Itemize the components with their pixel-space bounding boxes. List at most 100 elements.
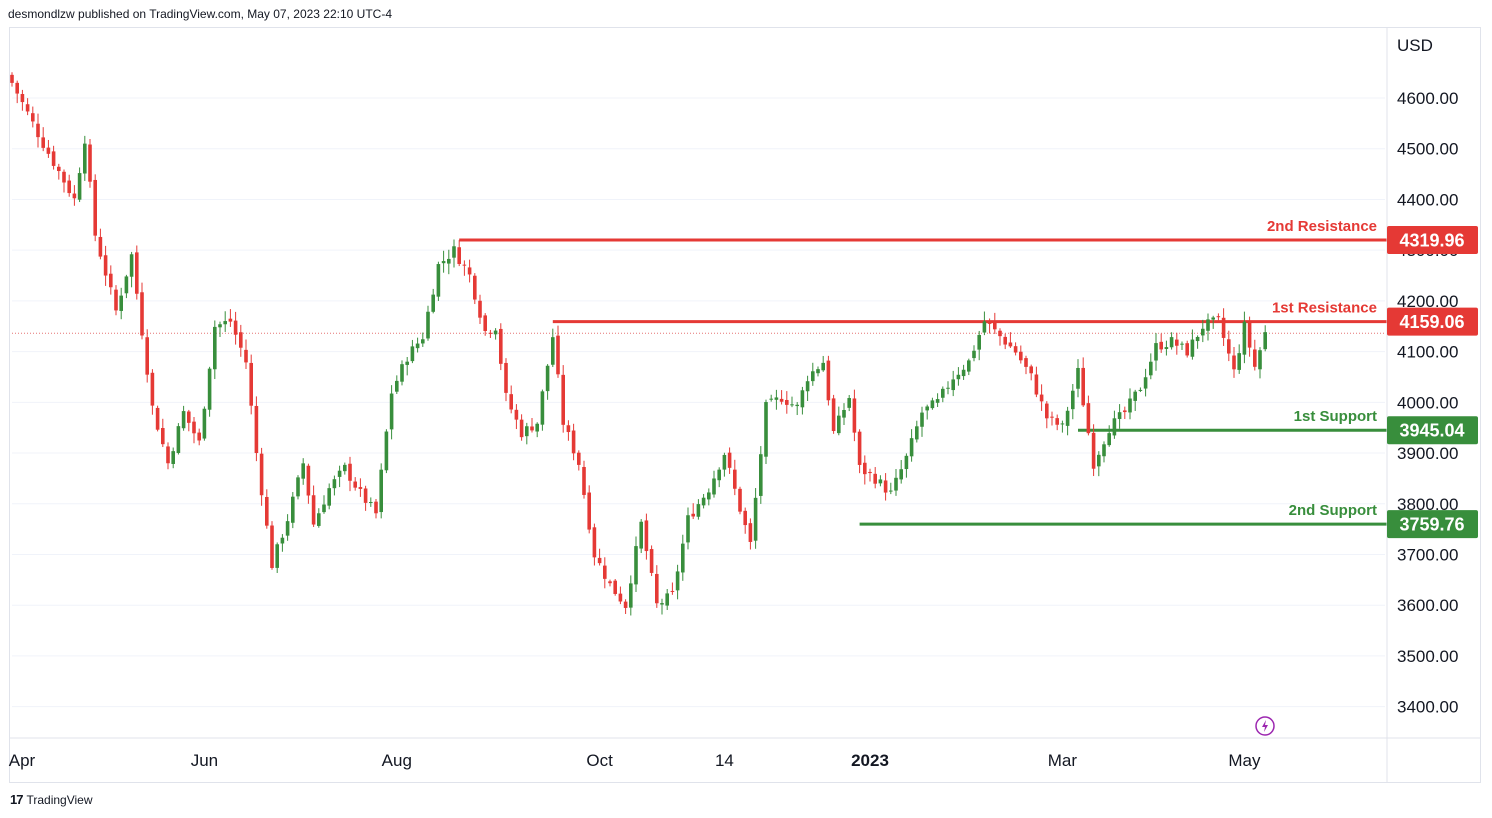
candle: [77, 167, 82, 203]
candle: [431, 288, 435, 314]
candle: [909, 429, 914, 462]
candle: [889, 482, 893, 495]
candle: [800, 386, 805, 415]
candle: [400, 360, 404, 386]
candle-body: [525, 426, 529, 437]
level-label: 2nd Resistance: [1267, 218, 1377, 235]
candle-body: [98, 236, 103, 257]
candle: [301, 458, 305, 485]
candle-body: [36, 123, 40, 138]
candle: [738, 486, 742, 515]
candle: [634, 536, 638, 592]
candle-body: [415, 343, 420, 349]
candle: [582, 460, 586, 499]
candle-body: [696, 504, 701, 517]
candle: [577, 450, 581, 471]
candle-body: [977, 334, 981, 350]
price-tick-label: 3600.00: [1397, 596, 1458, 615]
candle: [660, 598, 664, 615]
candle-body: [1076, 367, 1080, 389]
candle: [681, 534, 685, 581]
candle: [1237, 344, 1241, 374]
candle: [187, 409, 191, 432]
candle-body: [712, 478, 716, 495]
candle: [961, 364, 966, 380]
candle-body: [192, 421, 196, 434]
time-axis: Apr Jun Aug Oct 14 2023 Mar May: [9, 751, 1261, 770]
candle-body: [1216, 316, 1221, 318]
candle: [519, 414, 524, 441]
candle-body: [239, 332, 243, 348]
candle: [327, 483, 331, 510]
candle-body: [369, 501, 373, 503]
candle: [665, 589, 669, 610]
levels: 2nd Resistance 1st Resistance 1st Support 2…: [459, 218, 1387, 526]
candle-body: [327, 488, 331, 506]
candle-body: [296, 477, 300, 497]
tradingview-brand[interactable]: 17 TradingView: [10, 792, 93, 807]
candle: [119, 287, 123, 320]
candle-body: [265, 496, 269, 526]
candle: [779, 390, 784, 405]
candle: [1128, 388, 1132, 420]
candle-body: [582, 466, 586, 495]
candle: [1149, 353, 1153, 380]
candle-body: [389, 393, 394, 430]
candle: [1112, 410, 1117, 439]
candle: [1102, 441, 1106, 463]
candle-body: [395, 380, 399, 392]
candle-body: [1013, 346, 1018, 353]
candle: [1154, 333, 1158, 371]
candle-body: [899, 469, 903, 480]
candle: [1013, 342, 1018, 356]
candle: [135, 245, 139, 300]
candle: [1024, 355, 1028, 375]
candle-body: [171, 451, 175, 464]
candle-body: [1195, 336, 1200, 342]
candle-body: [426, 311, 430, 339]
candle: [270, 521, 274, 570]
candle-body: [311, 495, 316, 525]
candle: [369, 497, 373, 507]
candle: [686, 507, 690, 550]
candle-body: [649, 549, 654, 573]
time-tick-label: Oct: [586, 751, 613, 770]
candle: [1175, 332, 1179, 355]
candle-body: [1169, 337, 1174, 348]
candle-body: [1039, 394, 1044, 402]
candle-body: [1201, 328, 1205, 336]
candle-body: [847, 398, 851, 408]
candle-body: [254, 405, 259, 454]
candle: [769, 394, 773, 402]
candle-body: [15, 82, 19, 94]
candle-body: [1034, 374, 1039, 395]
candle-body: [1029, 366, 1033, 374]
candle: [785, 391, 789, 414]
candle: [951, 370, 955, 397]
candle-body: [436, 264, 441, 297]
candle-body: [31, 113, 35, 122]
candle-body: [644, 520, 649, 552]
candle: [639, 519, 643, 554]
candle: [1076, 359, 1080, 398]
candle-body: [753, 497, 758, 541]
candle: [1019, 345, 1023, 364]
candle: [223, 311, 227, 332]
candle-body: [863, 462, 867, 475]
candle-body: [577, 452, 581, 465]
candle: [967, 358, 971, 376]
candle: [213, 320, 217, 380]
candle: [488, 329, 493, 338]
candle: [145, 329, 149, 383]
candle: [759, 446, 763, 504]
lightning-icon[interactable]: [1255, 716, 1275, 736]
brand-name: TradingView: [26, 792, 93, 807]
candle: [109, 265, 113, 295]
candle: [51, 145, 56, 170]
candle: [161, 418, 165, 448]
candle-body: [998, 330, 1002, 337]
candle-body: [228, 318, 233, 322]
candle: [1034, 366, 1039, 398]
candle: [540, 389, 545, 431]
